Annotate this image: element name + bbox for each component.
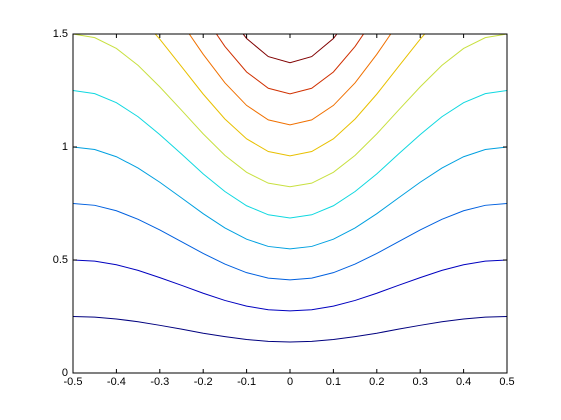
contour-line	[73, 203, 507, 281]
y-tick-label: 0.5	[53, 254, 68, 266]
y-tick-label: 1	[62, 141, 68, 153]
contour-line	[188, 34, 392, 126]
x-tick-label: -0.5	[64, 376, 83, 388]
x-tick-label: -0.4	[107, 376, 126, 388]
contour-line	[73, 259, 507, 312]
contour-lines	[73, 34, 507, 343]
y-tick-label: 0	[62, 367, 68, 379]
contour-line	[73, 146, 507, 250]
x-tick-label: 0.3	[413, 376, 428, 388]
contour-line	[73, 34, 507, 188]
contour-line	[154, 34, 426, 157]
x-tick-label: 0	[287, 376, 293, 388]
contour-line	[73, 316, 507, 343]
x-tick-label: 0.5	[499, 376, 514, 388]
contour-line	[215, 34, 365, 95]
y-tick-label: 1.5	[53, 28, 68, 40]
contour-line	[73, 90, 507, 219]
x-tick-label: -0.2	[194, 376, 213, 388]
x-tick-label: -0.1	[237, 376, 256, 388]
contour-line	[242, 34, 338, 64]
x-tick-label: 0.1	[326, 376, 341, 388]
x-tick-label: -0.3	[150, 376, 169, 388]
x-tick-label: 0.2	[369, 376, 384, 388]
plot-area	[73, 34, 507, 373]
x-tick-label: 0.4	[456, 376, 471, 388]
